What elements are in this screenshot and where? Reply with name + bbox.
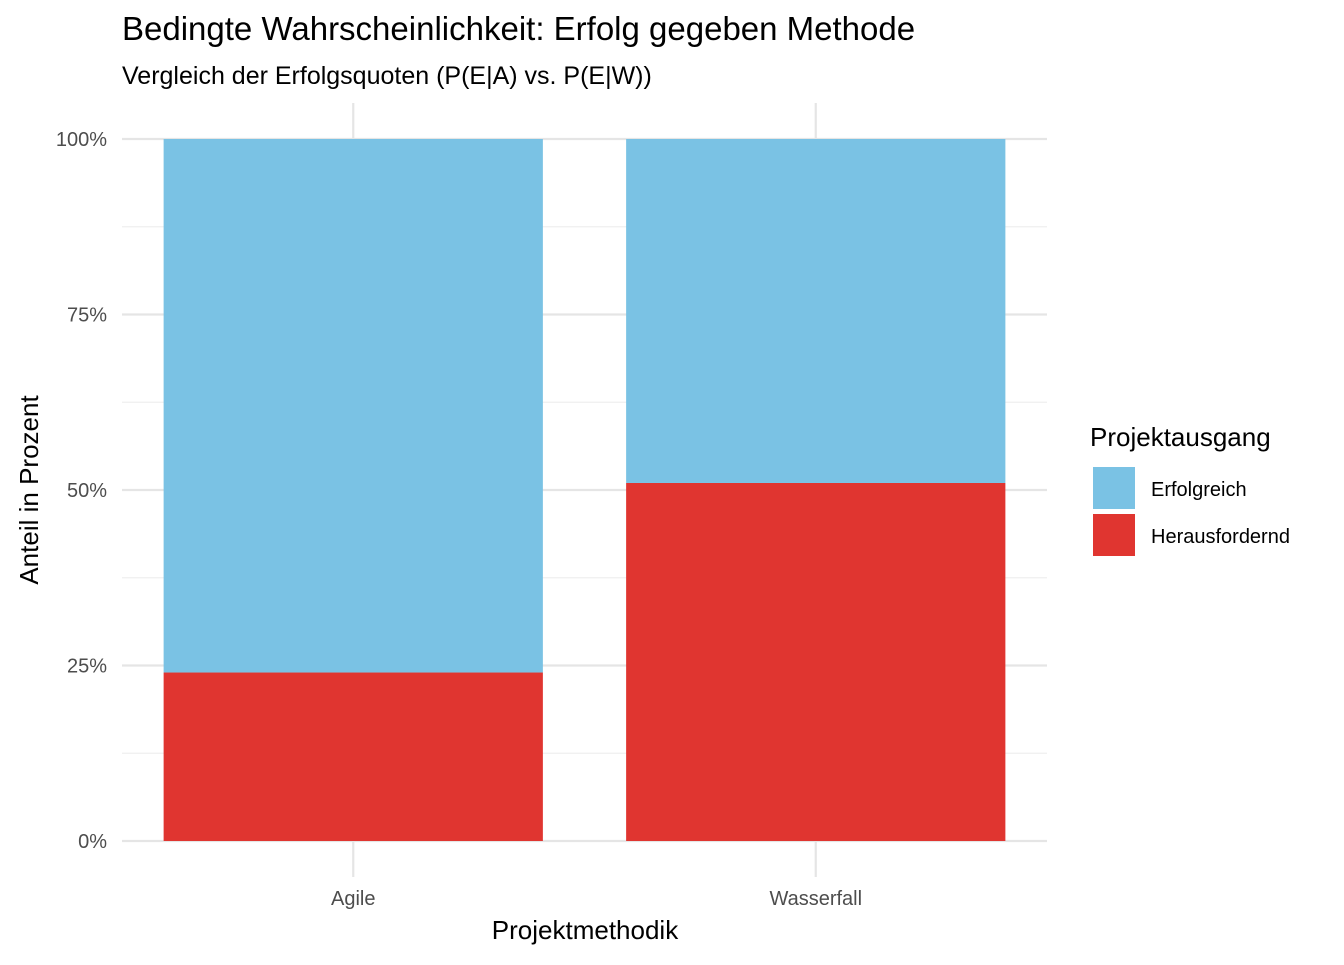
chart-subtitle: Vergleich der Erfolgsquoten (P(E|A) vs. … [122,62,652,90]
y-axis-title: Anteil in Prozent [14,395,44,585]
y-tick-label: 25% [67,656,107,678]
legend-label: Erfolgreich [1151,479,1247,501]
legend-key-herausfordernd [1093,514,1135,556]
legend-title: Projektausgang [1090,422,1271,452]
legend: Projektausgang Erfolgreich Herausfordernd [1090,422,1290,556]
legend-label: Herausfordernd [1151,526,1290,548]
y-tick-label: 75% [67,305,107,327]
chart-title: Bedingte Wahrscheinlichkeit: Erfolg gege… [122,10,915,47]
x-axis-title: Projektmethodik [492,915,679,945]
x-tick-label: Wasserfall [769,888,862,910]
y-tick-label: 50% [67,480,107,502]
y-tick-label: 0% [78,831,107,853]
x-axis-ticks: Agile Wasserfall [331,888,862,910]
legend-key-erfolgreich [1093,467,1135,509]
y-axis-ticks: 0% 25% 50% 75% 100% [56,129,107,853]
bars [163,139,1006,841]
legend-items: Erfolgreich Herausfordernd [1093,467,1290,556]
x-tick-label: Agile [331,888,375,910]
y-tick-label: 100% [56,129,107,151]
bar-agile-erfolgreich [163,139,543,673]
bar-wasserfall-herausfordernd [626,482,1006,841]
bar-agile-herausfordernd [163,672,543,841]
bar-wasserfall-erfolgreich [626,139,1006,483]
